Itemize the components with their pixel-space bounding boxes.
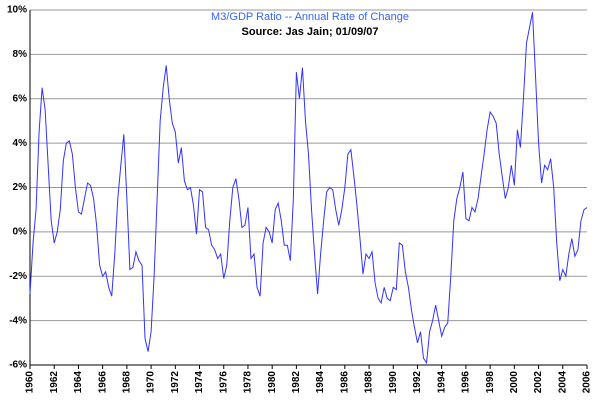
- chart-subtitle: Source: Jas Jain; 01/09/07: [242, 26, 379, 38]
- y-tick-label: -4%: [9, 315, 27, 326]
- x-tick-label: 1990: [388, 371, 399, 394]
- data-line: [29, 12, 588, 365]
- x-tick-label: 1980: [267, 371, 278, 394]
- x-tick-label: 1960: [25, 371, 36, 394]
- x-tick-label: 1968: [122, 371, 133, 394]
- x-tick-label: 1988: [364, 371, 375, 394]
- y-tick-label: 0%: [13, 227, 28, 238]
- x-tick-label: 1992: [412, 371, 423, 394]
- x-tick-label: 1962: [49, 371, 60, 394]
- x-tick-label: 1982: [291, 371, 302, 394]
- y-tick-label: -2%: [9, 271, 27, 282]
- x-tick-label: 2004: [557, 371, 568, 394]
- y-tick-label: 10%: [7, 5, 27, 16]
- x-tick-label: 1998: [485, 371, 496, 394]
- x-tick-label: 1996: [461, 371, 472, 394]
- y-tick-label: -6%: [9, 360, 27, 371]
- x-tick-label: 1964: [73, 371, 84, 394]
- chart-title: M3/GDP Ratio -- Annual Rate of Change: [211, 11, 409, 23]
- x-tick-label: 1970: [146, 371, 157, 394]
- x-tick-label: 1978: [243, 371, 254, 394]
- y-tick-label: 8%: [13, 49, 28, 60]
- x-tick-label: 1966: [97, 371, 108, 394]
- x-tick-label: 1972: [170, 371, 181, 394]
- x-tick-label: 2002: [533, 371, 544, 394]
- x-tick-label: 1984: [315, 371, 326, 394]
- x-tick-label: 2000: [509, 371, 520, 394]
- y-tick-label: 4%: [13, 138, 28, 149]
- x-tick-label: 1974: [194, 371, 205, 394]
- y-tick-label: 2%: [13, 182, 28, 193]
- x-tick-label: 1994: [436, 371, 447, 394]
- x-tick-label: 2006: [582, 371, 593, 394]
- x-tick-label: 1976: [218, 371, 229, 394]
- y-tick-label: 6%: [13, 93, 28, 104]
- x-tick-label: 1986: [339, 371, 350, 394]
